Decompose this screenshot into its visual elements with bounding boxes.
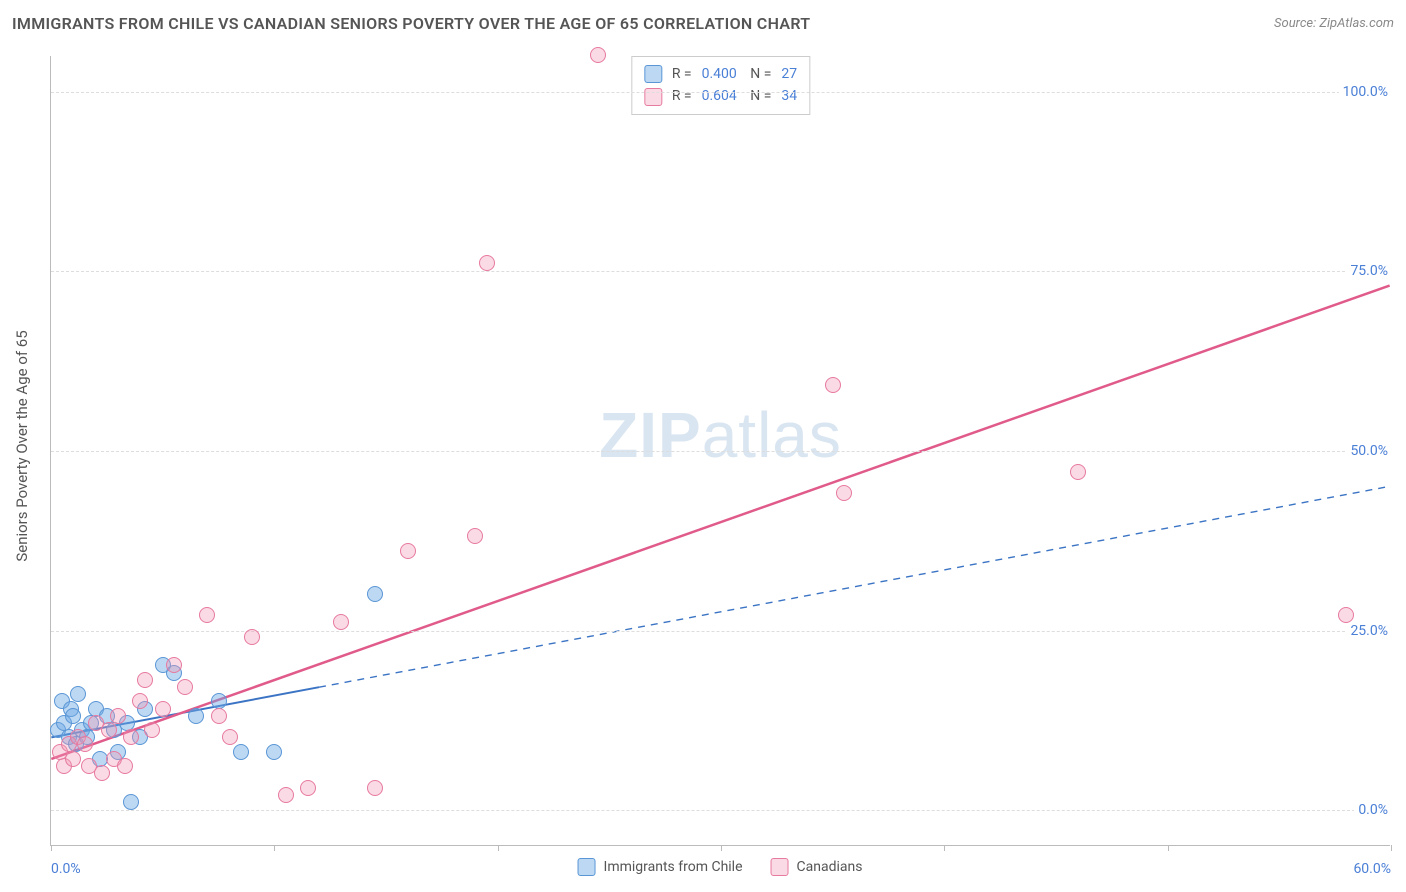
gridline bbox=[51, 92, 1390, 93]
watermark: ZIPatlas bbox=[599, 398, 842, 472]
data-point bbox=[199, 607, 215, 623]
data-point bbox=[117, 758, 133, 774]
data-point bbox=[1338, 607, 1354, 623]
chart-area: ZIPatlas R = 0.400 N = 27 R = 0.604 N = … bbox=[50, 56, 1390, 846]
chart-title: IMMIGRANTS FROM CHILE VS CANADIAN SENIOR… bbox=[12, 14, 810, 33]
data-point bbox=[137, 672, 153, 688]
data-point bbox=[132, 693, 148, 709]
y-tick-label: 50.0% bbox=[1346, 443, 1392, 459]
data-point bbox=[479, 255, 495, 271]
data-point bbox=[77, 736, 93, 752]
data-point bbox=[101, 722, 117, 738]
data-point bbox=[70, 686, 86, 702]
data-point bbox=[400, 543, 416, 559]
trend-line-dashed bbox=[319, 486, 1390, 687]
y-axis-label: Seniors Poverty Over the Age of 65 bbox=[13, 330, 31, 561]
legend-label-blue: Immigrants from Chile bbox=[604, 859, 743, 875]
x-tick bbox=[1168, 845, 1169, 851]
data-point bbox=[94, 765, 110, 781]
stat-r-pink: 0.604 bbox=[702, 85, 737, 107]
data-point bbox=[825, 377, 841, 393]
plot-region: ZIPatlas R = 0.400 N = 27 R = 0.604 N = … bbox=[50, 56, 1390, 846]
data-point bbox=[144, 722, 160, 738]
data-point bbox=[222, 729, 238, 745]
stat-n-pink: 34 bbox=[781, 85, 797, 107]
x-tick bbox=[944, 845, 945, 851]
data-point bbox=[155, 701, 171, 717]
x-tick-label: 60.0% bbox=[1353, 861, 1391, 877]
y-tick-label: 75.0% bbox=[1346, 263, 1392, 279]
stat-r-blue: 0.400 bbox=[702, 63, 737, 85]
swatch-blue-icon bbox=[578, 858, 596, 876]
data-point bbox=[1070, 464, 1086, 480]
x-tick bbox=[1391, 845, 1392, 851]
stats-row-pink: R = 0.604 N = 34 bbox=[644, 85, 797, 107]
chart-header: IMMIGRANTS FROM CHILE VS CANADIAN SENIOR… bbox=[12, 14, 1394, 33]
stat-r-label: R = bbox=[672, 85, 692, 107]
y-tick-label: 0.0% bbox=[1354, 802, 1392, 818]
data-point bbox=[367, 780, 383, 796]
gridline bbox=[51, 810, 1390, 811]
stat-r-label: R = bbox=[672, 63, 692, 85]
data-point bbox=[65, 751, 81, 767]
y-tick-label: 25.0% bbox=[1346, 623, 1392, 639]
source-attribution: Source: ZipAtlas.com bbox=[1274, 16, 1394, 31]
data-point bbox=[177, 679, 193, 695]
stat-n-label: N = bbox=[747, 63, 772, 85]
data-point bbox=[467, 528, 483, 544]
data-point bbox=[367, 586, 383, 602]
stat-n-blue: 27 bbox=[781, 63, 797, 85]
stats-legend: R = 0.400 N = 27 R = 0.604 N = 34 bbox=[631, 56, 810, 115]
swatch-blue-icon bbox=[644, 65, 662, 83]
x-tick-label: 0.0% bbox=[51, 861, 81, 877]
data-point bbox=[278, 787, 294, 803]
trend-line bbox=[51, 286, 1389, 759]
legend-label-pink: Canadians bbox=[797, 859, 863, 875]
stat-n-label: N = bbox=[747, 85, 772, 107]
legend-item-blue: Immigrants from Chile bbox=[578, 858, 743, 876]
data-point bbox=[266, 744, 282, 760]
x-tick bbox=[721, 845, 722, 851]
stats-row-blue: R = 0.400 N = 27 bbox=[644, 63, 797, 85]
gridline bbox=[51, 451, 1390, 452]
x-tick bbox=[51, 845, 52, 851]
bottom-legend: Immigrants from Chile Canadians bbox=[578, 858, 863, 876]
data-point bbox=[244, 629, 260, 645]
data-point bbox=[233, 744, 249, 760]
y-tick-label: 100.0% bbox=[1339, 84, 1392, 100]
data-point bbox=[590, 47, 606, 63]
data-point bbox=[300, 780, 316, 796]
data-point bbox=[836, 485, 852, 501]
data-point bbox=[166, 657, 182, 673]
x-tick bbox=[498, 845, 499, 851]
x-tick bbox=[274, 845, 275, 851]
swatch-pink-icon bbox=[644, 88, 662, 106]
data-point bbox=[188, 708, 204, 724]
data-point bbox=[123, 729, 139, 745]
data-point bbox=[110, 708, 126, 724]
data-point bbox=[333, 614, 349, 630]
gridline bbox=[51, 271, 1390, 272]
data-point bbox=[211, 708, 227, 724]
data-point bbox=[65, 708, 81, 724]
legend-item-pink: Canadians bbox=[771, 858, 863, 876]
swatch-pink-icon bbox=[771, 858, 789, 876]
data-point bbox=[123, 794, 139, 810]
